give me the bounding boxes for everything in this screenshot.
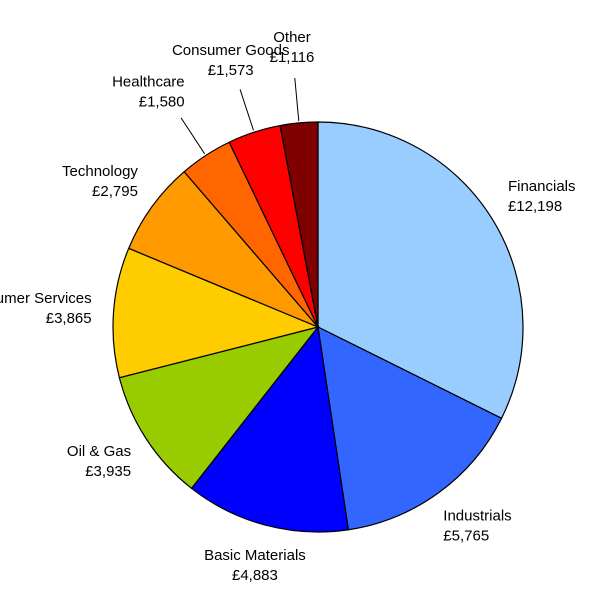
- leader-line: [294, 78, 300, 121]
- slice-value-label: £12,198: [508, 198, 562, 215]
- slice-value-label: £3,865: [46, 310, 92, 327]
- pie-slice: [279, 121, 319, 328]
- leader-line: [180, 117, 206, 155]
- pie-slice: [317, 325, 503, 531]
- slice-value-label: £1,580: [139, 94, 185, 111]
- slice-value-label: £3,935: [85, 463, 131, 480]
- pie-slice: [127, 170, 319, 328]
- pie-slice: [112, 247, 320, 379]
- pie-slice: [317, 121, 524, 420]
- slice-value-label: £2,795: [92, 183, 138, 200]
- leader-line: [239, 89, 254, 131]
- slice-value-label: £5,765: [443, 528, 489, 545]
- slice-label: Healthcare: [112, 74, 185, 91]
- slice-value-label: £1,573: [208, 62, 254, 79]
- slice-label: Basic Materials: [204, 547, 306, 564]
- slice-label: Oil & Gas: [67, 443, 131, 460]
- pie-slice: [118, 325, 320, 490]
- slice-value-label: £4,883: [232, 567, 278, 584]
- slice-label: Technology: [62, 163, 138, 180]
- slice-label: Industrials: [443, 508, 511, 525]
- slice-label: Consumer Services: [0, 290, 92, 307]
- slice-label: Other: [273, 29, 311, 46]
- slice-value-label: £1,116: [270, 49, 315, 66]
- slice-label: Consumer Goods: [172, 42, 290, 59]
- pie-slice: [190, 325, 350, 533]
- slice-label: Financials: [508, 178, 576, 195]
